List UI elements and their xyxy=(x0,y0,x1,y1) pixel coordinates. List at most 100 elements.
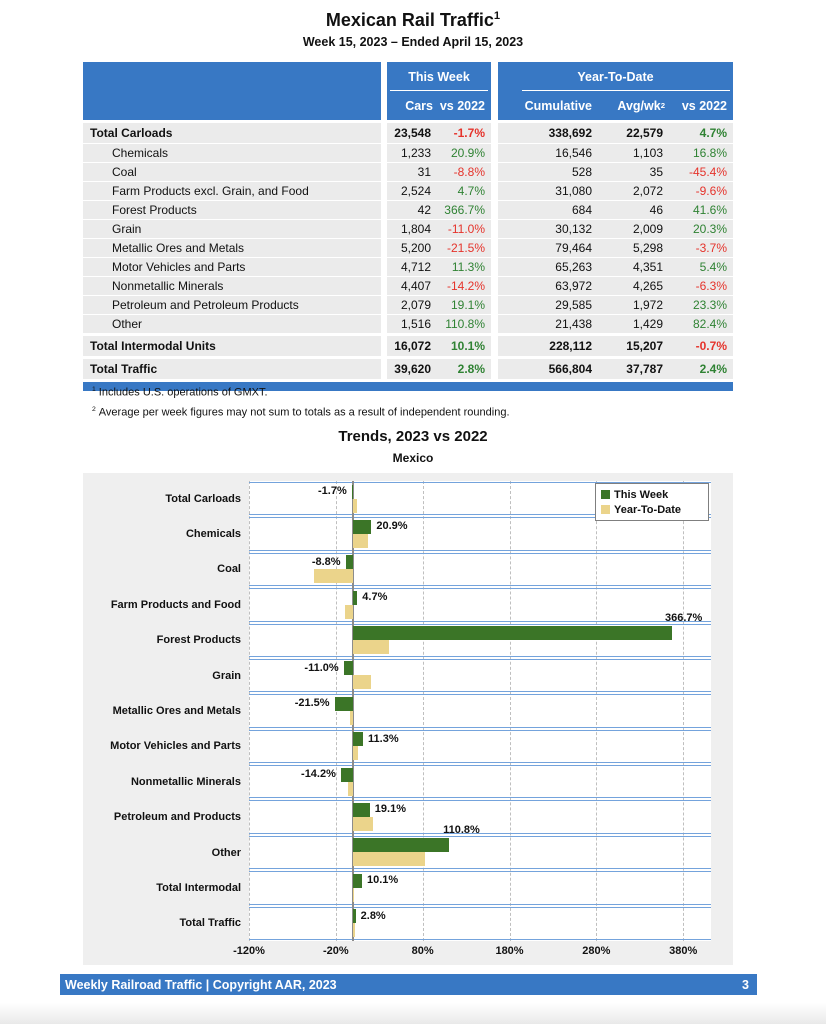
table-row: Motor Vehicles and Parts 4,712 11.3% 65,… xyxy=(83,258,733,276)
chart-title: Trends, 2023 vs 2022 xyxy=(338,428,488,445)
bar-value-label: 11.3% xyxy=(368,732,399,745)
bar-this-week xyxy=(353,873,362,888)
gridline xyxy=(335,481,337,941)
category-label: Metallic Ores and Metals xyxy=(112,704,241,717)
ytd-vs-2022-value: 82.4% xyxy=(669,315,733,333)
avg-per-week-value: 1,972 xyxy=(598,296,669,314)
column-group-divider xyxy=(491,123,498,143)
bar-value-label: 2.8% xyxy=(360,909,386,922)
chart-row xyxy=(249,835,711,870)
avg-per-week-value: 1,429 xyxy=(598,315,669,333)
column-group-divider xyxy=(491,201,498,219)
cumulative-value: 65,263 xyxy=(498,258,598,276)
cars-value: 1,516 xyxy=(387,315,437,333)
chart-row xyxy=(249,800,711,834)
cumulative-value: 228,112 xyxy=(498,336,598,356)
column-group-divider xyxy=(491,336,498,356)
row-label: Farm Products excl. Grain, and Food xyxy=(83,182,381,200)
cars-value: 31 xyxy=(387,163,437,181)
legend-this-week-label: This Week xyxy=(614,488,669,501)
cumulative-value: 566,804 xyxy=(498,359,598,379)
bar-this-week xyxy=(343,661,354,676)
chart-legend: This Week Year-To-Date xyxy=(595,483,709,521)
bar-year-to-date xyxy=(353,746,358,761)
column-group-divider xyxy=(491,277,498,295)
avg-per-week-value: 4,265 xyxy=(598,277,669,295)
week-vs-2022-value: 2.8% xyxy=(437,359,491,379)
table-header: This Week Cars vs 2022 Year-To-Date Cumu… xyxy=(83,62,733,120)
category-label: Other xyxy=(211,846,241,859)
x-tick-label: 380% xyxy=(669,945,698,957)
ytd-vs-2022-value: -0.7% xyxy=(669,336,733,356)
chart-row xyxy=(249,694,711,728)
category-label: Petroleum and Products xyxy=(113,811,241,824)
cars-column-header: Cars xyxy=(405,98,433,113)
week-vs-2022-value: -21.5% xyxy=(437,239,491,257)
week-vs-2022-value: 110.8% xyxy=(437,315,491,333)
chart-category-labels: Total Carloads Chemicals Coal Farm Products… xyxy=(83,481,241,941)
category-label: Total Carloads xyxy=(165,492,241,505)
gridline xyxy=(422,481,424,941)
cumulative-value: 16,546 xyxy=(498,144,598,162)
avg-per-week-value: 22,579 xyxy=(598,123,669,143)
row-label: Chemicals xyxy=(83,144,381,162)
footnote-2-marker: 2 xyxy=(92,406,96,413)
bar-year-to-date xyxy=(353,533,368,548)
column-group-divider xyxy=(491,62,498,120)
footnote-1: 1 Includes U.S. operations of GMXT. xyxy=(92,386,268,399)
this-week-swatch-icon xyxy=(601,490,610,499)
table-row: Total Intermodal Units 16,072 10.1% 228,… xyxy=(83,336,733,356)
footnote-1-marker: 1 xyxy=(92,386,96,393)
ytd-vs-2022-value: 23.3% xyxy=(669,296,733,314)
bar-year-to-date xyxy=(353,640,390,655)
bar-value-label: -21.5% xyxy=(294,697,330,710)
avg-per-week-value: 35 xyxy=(598,163,669,181)
row-label: Motor Vehicles and Parts xyxy=(83,258,381,276)
x-tick-label: 280% xyxy=(582,945,611,957)
cars-value: 5,200 xyxy=(387,239,437,257)
chart-row xyxy=(249,517,711,551)
row-label: Petroleum and Petroleum Products xyxy=(83,296,381,314)
avg-per-week-value: 15,207 xyxy=(598,336,669,356)
column-group-divider xyxy=(491,359,498,379)
ytd-group-label: Year-To-Date xyxy=(498,62,733,91)
avg-label: Avg/wk xyxy=(617,98,661,113)
bar-this-week xyxy=(353,838,450,853)
category-label: Grain xyxy=(212,669,241,682)
table-row: Grain 1,804 -11.0% 30,132 2,009 20.3% xyxy=(83,220,733,238)
avg-per-week-value: 37,787 xyxy=(598,359,669,379)
category-label: Total Traffic xyxy=(179,917,241,930)
bar-this-week xyxy=(353,802,370,817)
bar-this-week xyxy=(340,767,354,782)
row-label: Metallic Ores and Metals xyxy=(83,239,381,257)
week-vs-2022-value: 20.9% xyxy=(437,144,491,162)
bar-value-label: 4.7% xyxy=(362,591,388,604)
cumulative-column-header: Cumulative xyxy=(524,98,592,113)
table-row: Farm Products excl. Grain, and Food 2,52… xyxy=(83,182,733,200)
cars-value: 42 xyxy=(387,201,437,219)
ytd-vs-2022-value: 4.7% xyxy=(669,123,733,143)
legend-item-this-week: This Week xyxy=(601,487,703,502)
bar-year-to-date xyxy=(353,498,358,513)
week-vs-2022-value: -11.0% xyxy=(437,220,491,238)
cars-value: 16,072 xyxy=(387,336,437,356)
table-row: Coal 31 -8.8% 528 35 -45.4% xyxy=(83,163,733,181)
avg-per-week-value: 46 xyxy=(598,201,669,219)
x-tick-label: 80% xyxy=(411,945,434,957)
avg-per-week-value: 1,103 xyxy=(598,144,669,162)
chart-row xyxy=(249,658,711,693)
bar-value-label: 366.7% xyxy=(665,611,703,624)
row-label: Nonmetallic Minerals xyxy=(83,277,381,295)
cars-value: 2,079 xyxy=(387,296,437,314)
chart-plot-area: -1.7% 20.9% -8.8% 4.7% 366.7% -11.0% -21.5% 11.… xyxy=(249,481,711,941)
category-label: Chemicals xyxy=(185,528,241,541)
week-vs-2022-value: 19.1% xyxy=(437,296,491,314)
column-group-divider xyxy=(491,182,498,200)
row-label: Other xyxy=(83,315,381,333)
column-group-divider xyxy=(381,62,387,120)
bar-value-label: -8.8% xyxy=(311,555,341,568)
bar-this-week xyxy=(353,590,358,605)
column-group-divider xyxy=(491,296,498,314)
ytd-vs-2022-value: 2.4% xyxy=(669,359,733,379)
